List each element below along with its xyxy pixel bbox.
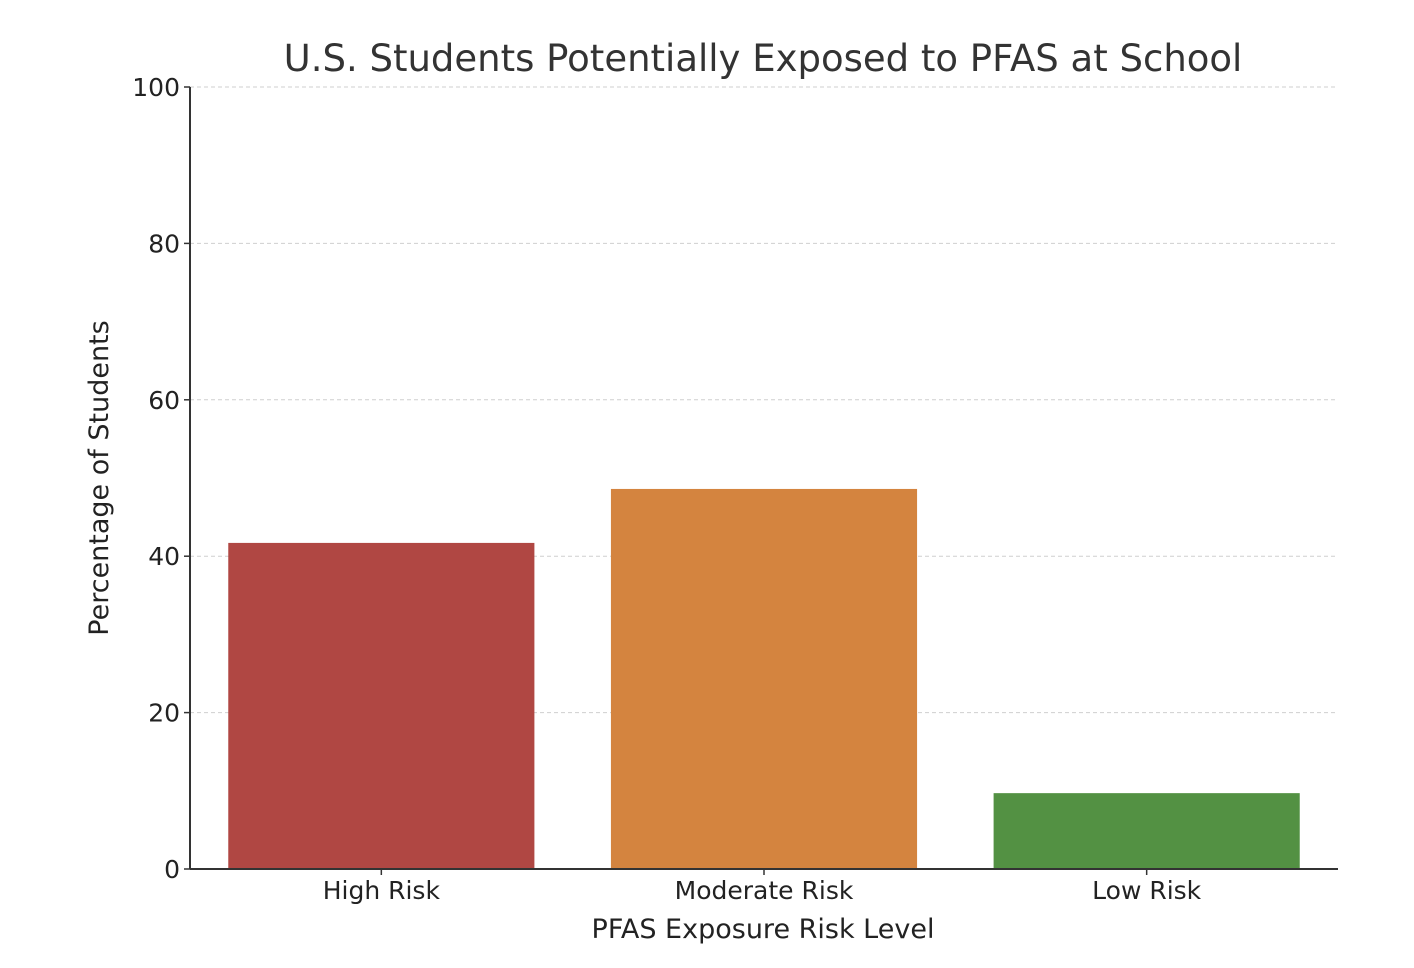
bars	[228, 488, 1300, 869]
y-tick-label: 100	[132, 73, 180, 102]
bar-moderate-risk	[610, 488, 918, 869]
bar-low-risk	[993, 793, 1300, 869]
y-tick-label: 20	[148, 699, 180, 728]
x-tick-label: Moderate Risk	[675, 876, 854, 905]
x-tick-label: Low Risk	[1092, 876, 1202, 905]
bar-high-risk	[228, 542, 535, 869]
y-tick-label: 40	[148, 542, 180, 571]
x-axis-label: PFAS Exposure Risk Level	[592, 914, 935, 945]
y-tick-label: 80	[148, 229, 180, 258]
y-tick-label: 60	[148, 386, 180, 415]
y-axis-label: Percentage of Students	[84, 320, 115, 635]
axes	[184, 86, 1338, 875]
y-tick-label: 0	[164, 855, 180, 884]
tick-labels: 0 20 40 60 80 100 High Risk Moderate Risk Low Ri…	[132, 73, 1201, 905]
chart-title: U.S. Students Potentially Exposed to PFA…	[284, 37, 1243, 80]
x-tick-label: High Risk	[323, 876, 441, 905]
